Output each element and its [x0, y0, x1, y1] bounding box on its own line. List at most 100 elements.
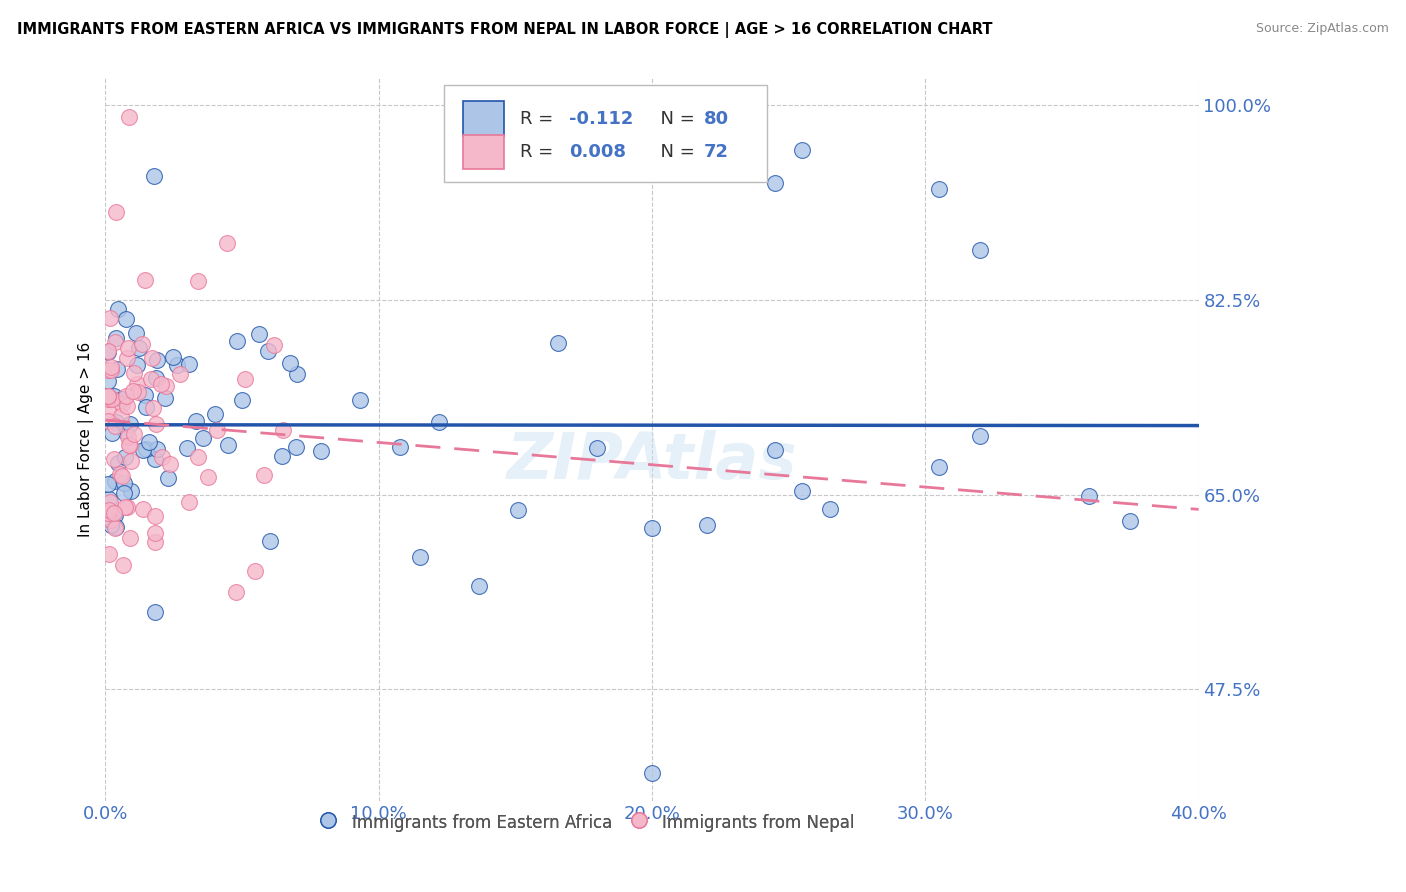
Point: [253, 468, 276, 483]
Point: [191, 431, 214, 445]
Point: [143, 535, 166, 549]
Point: [111, 469, 134, 483]
Point: [104, 335, 127, 350]
Point: [792, 143, 814, 157]
Text: IMMIGRANTS FROM EASTERN AFRICA VS IMMIGRANTS FROM NEPAL IN LABOR FORCE | AGE > 1: IMMIGRANTS FROM EASTERN AFRICA VS IMMIGR…: [17, 22, 993, 38]
Point: [134, 400, 156, 414]
Point: [270, 449, 292, 463]
Point: [127, 358, 149, 372]
Point: [101, 392, 124, 407]
Point: [145, 370, 167, 384]
Point: [928, 182, 950, 196]
Point: [97, 389, 120, 403]
Point: [117, 351, 139, 366]
Point: [114, 389, 136, 403]
Point: [586, 441, 609, 455]
Text: N =: N =: [648, 110, 700, 128]
Point: [177, 495, 200, 509]
FancyBboxPatch shape: [463, 135, 505, 169]
Point: [818, 501, 841, 516]
Point: [143, 169, 166, 183]
Point: [143, 605, 166, 619]
Point: [179, 357, 201, 371]
Point: [162, 350, 184, 364]
Point: [1078, 489, 1101, 503]
Point: [131, 502, 153, 516]
Point: [763, 176, 786, 190]
Point: [97, 374, 120, 388]
Point: [969, 243, 991, 257]
Point: [146, 352, 169, 367]
Point: [928, 460, 950, 475]
Point: [100, 392, 122, 407]
Point: [100, 518, 122, 533]
Point: [97, 414, 120, 428]
Point: [969, 428, 991, 442]
Point: [118, 110, 141, 124]
Point: [100, 360, 122, 375]
FancyBboxPatch shape: [463, 102, 505, 136]
Point: [103, 452, 125, 467]
Point: [285, 367, 308, 381]
Point: [204, 407, 226, 421]
Point: [118, 531, 141, 545]
Point: [97, 491, 120, 506]
Text: R =: R =: [520, 143, 558, 161]
Text: R =: R =: [520, 110, 558, 128]
Point: [117, 500, 139, 514]
Point: [98, 513, 121, 527]
Text: -0.112: -0.112: [569, 110, 633, 128]
Point: [108, 467, 131, 481]
Point: [111, 392, 134, 407]
Point: [138, 434, 160, 449]
Point: [187, 275, 209, 289]
Point: [112, 558, 135, 572]
Point: [197, 470, 219, 484]
Point: [104, 508, 127, 522]
Point: [641, 521, 664, 535]
Point: [121, 384, 143, 398]
Point: [104, 419, 127, 434]
Point: [792, 483, 814, 498]
Point: [105, 331, 128, 345]
Point: [107, 302, 129, 317]
Point: [349, 392, 371, 407]
Point: [98, 547, 121, 561]
Point: [103, 506, 125, 520]
Point: [97, 389, 120, 403]
Point: [309, 443, 332, 458]
Point: [103, 389, 125, 403]
Text: 72: 72: [703, 143, 728, 161]
Point: [429, 415, 451, 429]
Point: [97, 503, 120, 517]
Legend: Immigrants from Eastern Africa, Immigrants from Nepal: Immigrants from Eastern Africa, Immigran…: [312, 805, 860, 839]
Point: [97, 344, 120, 359]
Point: [125, 376, 148, 391]
Point: [153, 391, 176, 405]
Point: [105, 204, 128, 219]
Point: [120, 438, 142, 452]
Y-axis label: In Labor Force | Age > 16: In Labor Force | Age > 16: [79, 342, 94, 537]
Point: [122, 426, 145, 441]
Point: [235, 372, 257, 386]
Point: [105, 519, 128, 533]
Text: Source: ZipAtlas.com: Source: ZipAtlas.com: [1256, 22, 1389, 36]
Point: [98, 495, 121, 509]
Point: [103, 521, 125, 535]
Point: [114, 450, 136, 464]
Point: [142, 401, 165, 416]
Text: 80: 80: [703, 110, 728, 128]
Point: [149, 376, 172, 391]
Point: [157, 471, 180, 485]
Point: [114, 311, 136, 326]
Point: [112, 475, 135, 490]
Point: [97, 403, 120, 417]
Point: [100, 513, 122, 527]
Point: [117, 400, 139, 414]
Point: [278, 356, 301, 370]
Point: [107, 456, 129, 470]
Point: [641, 765, 664, 780]
Point: [547, 335, 569, 350]
Point: [114, 500, 136, 514]
Point: [120, 417, 142, 431]
